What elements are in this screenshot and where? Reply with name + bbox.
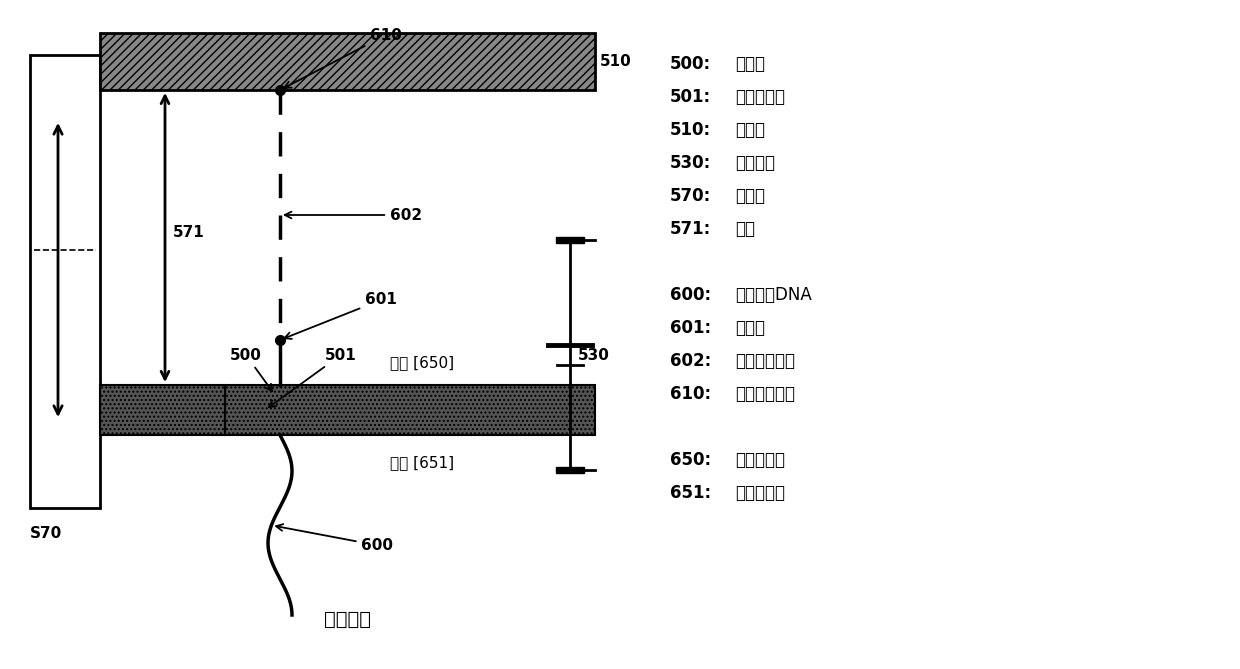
Text: 501:: 501:	[670, 88, 711, 106]
Text: 602: 602	[285, 207, 422, 223]
Bar	[100, 385, 224, 435]
Text: 500:: 500:	[670, 55, 711, 73]
Text: 602:: 602:	[670, 352, 712, 370]
Text: 反式 [651]: 反式 [651]	[391, 455, 454, 470]
Text: 600: 600	[277, 524, 393, 553]
Text: 530:: 530:	[670, 154, 712, 172]
Text: 扫描板附着物: 扫描板附着物	[735, 385, 795, 403]
Text: 571:: 571:	[670, 220, 712, 238]
Text: 570:: 570:	[670, 187, 712, 205]
Text: 571: 571	[174, 225, 205, 240]
Text: 601: 601	[284, 292, 397, 339]
Text: 扫描板: 扫描板	[735, 121, 765, 139]
Text: 电偏压源: 电偏压源	[735, 154, 775, 172]
Text: 610: 610	[284, 27, 402, 88]
Text: S70: S70	[30, 526, 62, 541]
Text: 接头结: 接头结	[735, 319, 765, 337]
Text: 间距: 间距	[735, 220, 755, 238]
Text: 610:: 610:	[670, 385, 711, 403]
Text: 651:: 651:	[670, 484, 711, 502]
Bar	[556, 467, 584, 473]
Text: 500: 500	[229, 347, 273, 391]
Bar	[224, 385, 595, 435]
Text: 601:: 601:	[670, 319, 711, 337]
Text: 待分析的DNA: 待分析的DNA	[735, 286, 812, 304]
Text: 顺式 [650]: 顺式 [650]	[391, 355, 454, 370]
Text: 530: 530	[578, 347, 610, 363]
Bar	[100, 33, 595, 90]
Text: 柔性接头分子: 柔性接头分子	[735, 352, 795, 370]
Text: 纳米孔: 纳米孔	[735, 55, 765, 73]
Text: 510: 510	[600, 54, 631, 69]
Text: 650:: 650:	[670, 451, 711, 469]
Bar	[556, 237, 584, 243]
Text: 纳米孔芯片: 纳米孔芯片	[735, 88, 785, 106]
Text: 501: 501	[269, 347, 357, 407]
Text: 反式缓冲液: 反式缓冲液	[735, 484, 785, 502]
Text: 600:: 600:	[670, 286, 711, 304]
Bar	[30, 55, 100, 508]
Text: 分析台: 分析台	[735, 187, 765, 205]
Text: 总体布局: 总体布局	[324, 610, 371, 629]
Text: 顺式缓冲液: 顺式缓冲液	[735, 451, 785, 469]
Text: 510:: 510:	[670, 121, 711, 139]
